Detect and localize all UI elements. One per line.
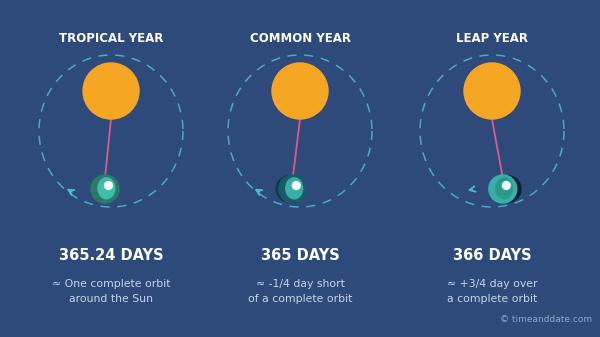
Text: 366 DAYS: 366 DAYS <box>452 248 532 263</box>
Circle shape <box>292 182 300 189</box>
Text: 365 DAYS: 365 DAYS <box>260 248 340 263</box>
Text: COMMON YEAR: COMMON YEAR <box>250 31 350 44</box>
Circle shape <box>502 182 510 189</box>
Ellipse shape <box>464 63 520 119</box>
Text: TROPICAL YEAR: TROPICAL YEAR <box>59 31 163 44</box>
Text: 365.24 DAYS: 365.24 DAYS <box>59 248 163 263</box>
Ellipse shape <box>272 63 328 119</box>
Text: LEAP YEAR: LEAP YEAR <box>456 31 528 44</box>
Circle shape <box>494 176 521 202</box>
Circle shape <box>91 175 119 203</box>
Circle shape <box>104 182 112 189</box>
Circle shape <box>279 175 307 203</box>
Text: ≈ -1/4 day short
of a complete orbit: ≈ -1/4 day short of a complete orbit <box>248 279 352 304</box>
Circle shape <box>489 175 517 203</box>
Text: © timeanddate.com: © timeanddate.com <box>500 315 592 325</box>
Circle shape <box>276 176 303 202</box>
Text: ≈ +3/4 day over
a complete orbit: ≈ +3/4 day over a complete orbit <box>447 279 537 304</box>
Ellipse shape <box>98 178 115 199</box>
Ellipse shape <box>83 63 139 119</box>
Ellipse shape <box>496 178 512 199</box>
Text: ≈ One complete orbit
around the Sun: ≈ One complete orbit around the Sun <box>52 279 170 304</box>
Ellipse shape <box>286 178 302 199</box>
